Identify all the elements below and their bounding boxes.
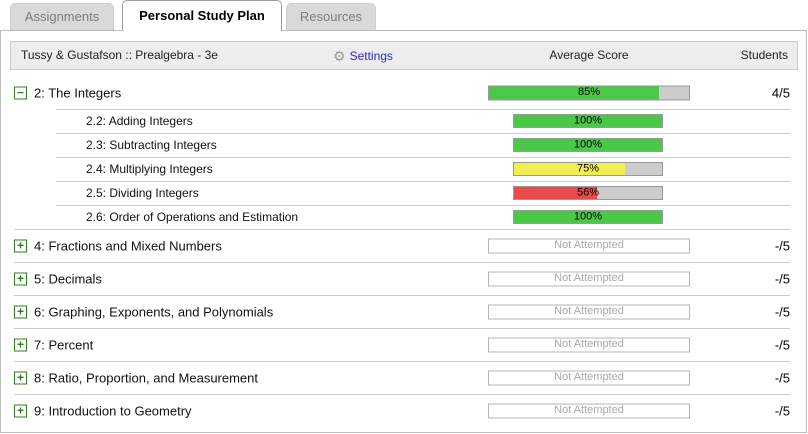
average-score-bar: Not Attempted <box>488 271 690 286</box>
chapter-row: −2: The Integers 85% 4/5 <box>1 76 806 109</box>
row-divider <box>56 109 790 110</box>
average-score-bar: Not Attempted <box>488 238 690 253</box>
score-bar-fill <box>514 163 625 175</box>
average-score-bar: 85% <box>488 85 690 100</box>
section-label: 2.2: Adding Integers <box>86 114 193 128</box>
chapter-list: −2: The Integers 85% 4/5 2.2: Adding Intege… <box>1 70 806 427</box>
row-divider <box>14 262 790 263</box>
score-bar-label: Not Attempted <box>554 305 624 317</box>
students-count: -/5 <box>774 238 790 253</box>
score-bar-fill <box>514 211 662 223</box>
tab-personal-study-plan[interactable]: Personal Study Plan <box>122 0 282 31</box>
chapter-row: +9: Introduction to Geometry Not Attempte… <box>1 394 806 427</box>
section-label: 2.6: Order of Operations and Estimation <box>86 210 299 224</box>
expand-icon[interactable]: + <box>14 404 27 417</box>
chapter-label: 7: Percent <box>34 337 94 352</box>
row-divider <box>14 328 790 329</box>
average-score-bar: 56% <box>513 186 663 200</box>
chapter-row: +5: Decimals Not Attempted -/5 <box>1 262 806 295</box>
section-row: 2.2: Adding Integers 100% <box>1 109 806 133</box>
table-header-bar: Tussy & Gustafson :: Prealgebra - 3e ⚙ S… <box>10 41 798 70</box>
row-divider <box>56 157 790 158</box>
expand-icon[interactable]: + <box>14 371 27 384</box>
expand-icon[interactable]: + <box>14 272 27 285</box>
average-score-bar: 100% <box>513 138 663 152</box>
score-bar-label: 56% <box>576 186 600 199</box>
score-bar-fill <box>489 86 659 99</box>
chapter-label: 9: Introduction to Geometry <box>34 403 192 418</box>
collapse-icon[interactable]: − <box>14 86 27 99</box>
gear-icon[interactable]: ⚙ <box>333 47 346 64</box>
expand-icon[interactable]: + <box>14 338 27 351</box>
average-score-column-header: Average Score <box>549 48 629 62</box>
section-row: 2.5: Dividing Integers 56% <box>1 181 806 205</box>
students-count: -/5 <box>774 304 790 319</box>
score-bar-fill <box>514 115 662 127</box>
section-label: 2.5: Dividing Integers <box>86 186 199 200</box>
row-divider <box>56 181 790 182</box>
average-score-bar: 100% <box>513 210 663 224</box>
row-divider <box>56 133 790 134</box>
average-score-bar: Not Attempted <box>488 337 690 352</box>
section-label: 2.4: Multiplying Integers <box>86 162 213 176</box>
score-bar-label: Not Attempted <box>554 371 624 383</box>
score-bar-label: 100% <box>573 114 603 127</box>
average-score-bar: Not Attempted <box>488 370 690 385</box>
tab-resources[interactable]: Resources <box>286 3 376 30</box>
average-score-bar: 75% <box>513 162 663 176</box>
row-divider <box>14 295 790 296</box>
students-count: 4/5 <box>771 85 790 100</box>
score-bar-label: 75% <box>576 162 600 175</box>
tab-assignments[interactable]: Assignments <box>10 3 114 30</box>
chapter-row: +7: Percent Not Attempted -/5 <box>1 328 806 361</box>
tab-bar: Assignments Personal Study Plan Resource… <box>0 0 808 31</box>
students-count: -/5 <box>774 337 790 352</box>
score-bar-label: 100% <box>573 138 603 151</box>
students-count: -/5 <box>774 403 790 418</box>
row-divider <box>56 205 790 206</box>
settings-link[interactable]: Settings <box>349 48 393 63</box>
row-divider <box>14 361 790 362</box>
score-bar-label: Not Attempted <box>554 404 624 416</box>
chapter-label: 2: The Integers <box>34 85 122 100</box>
row-divider <box>14 394 790 395</box>
study-plan-panel: Tussy & Gustafson :: Prealgebra - 3e ⚙ S… <box>0 30 807 433</box>
score-bar-label: Not Attempted <box>554 239 624 251</box>
score-bar-label: Not Attempted <box>554 338 624 350</box>
chapter-row: +4: Fractions and Mixed Numbers Not Attem… <box>1 229 806 262</box>
section-row: 2.3: Subtracting Integers 100% <box>1 133 806 157</box>
settings-control[interactable]: ⚙ Settings <box>333 42 393 69</box>
chapter-label: 6: Graphing, Exponents, and Polynomials <box>34 304 274 319</box>
section-row: 2.6: Order of Operations and Estimation 1… <box>1 205 806 229</box>
section-label: 2.3: Subtracting Integers <box>86 138 217 152</box>
score-bar-fill <box>514 139 662 151</box>
score-bar-label: 85% <box>577 86 601 98</box>
chapter-label: 5: Decimals <box>34 271 102 286</box>
row-divider <box>14 229 790 230</box>
students-count: -/5 <box>774 271 790 286</box>
chapter-label: 4: Fractions and Mixed Numbers <box>34 238 222 253</box>
average-score-bar: Not Attempted <box>488 403 690 418</box>
score-bar-label: Not Attempted <box>554 272 624 284</box>
score-bar-fill <box>514 187 597 199</box>
score-bar-label: 100% <box>573 210 603 223</box>
chapter-row: +8: Ratio, Proportion, and Measurement No… <box>1 361 806 394</box>
expand-icon[interactable]: + <box>14 239 27 252</box>
average-score-bar: 100% <box>513 114 663 128</box>
section-row: 2.4: Multiplying Integers 75% <box>1 157 806 181</box>
average-score-bar: Not Attempted <box>488 304 690 319</box>
course-title: Tussy & Gustafson :: Prealgebra - 3e <box>21 48 218 62</box>
students-column-header: Students <box>740 48 788 62</box>
students-count: -/5 <box>774 370 790 385</box>
chapter-row: +6: Graphing, Exponents, and Polynomials… <box>1 295 806 328</box>
expand-icon[interactable]: + <box>14 305 27 318</box>
chapter-label: 8: Ratio, Proportion, and Measurement <box>34 370 259 385</box>
